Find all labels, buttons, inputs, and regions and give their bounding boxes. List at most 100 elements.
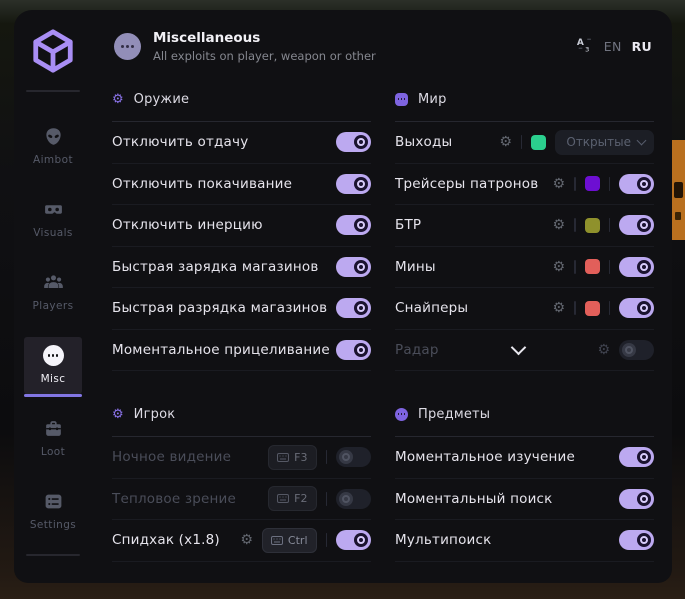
table-row: Моментальное прицеливание [112,330,371,371]
keyboard-icon [270,535,283,545]
row-label: Быстрая разрядка магазинов [112,300,328,317]
sidebar-item-label: Misc [40,373,66,385]
sidebar-item-loot[interactable]: Loot [24,410,82,467]
right-column: Мир Выходы ⚙ Открытые Трейсе [395,77,654,562]
sidebar-item-misc[interactable]: Misc [24,337,82,397]
sidebar-item-settings[interactable]: Settings [24,483,82,540]
color-swatch[interactable] [584,217,600,233]
color-swatch[interactable] [584,259,600,275]
gear-icon[interactable]: ⚙ [552,175,565,192]
section-title: Мир [418,91,447,107]
toggle[interactable] [336,173,371,194]
color-swatch[interactable] [584,300,600,316]
table-row: Снайперы ⚙ [395,288,654,330]
row-label: Мины [395,258,436,275]
table-row: Тепловое зрение F2 [112,479,371,520]
row-label: Моментальное прицеливание [112,341,330,358]
toolbox-icon [43,418,64,439]
toggle[interactable] [619,298,654,319]
expand-chevron-icon[interactable] [510,339,526,356]
row-label: Отключить покачивание [112,175,293,192]
table-row: Отключить инерцию [112,205,371,247]
table-row: Мины ⚙ [395,247,654,288]
sidebar-item-visuals[interactable]: Visuals [24,191,82,248]
row-label: Трейсеры патронов [395,175,539,192]
sidebar-item-aimbot[interactable]: Aimbot [24,118,82,175]
gear-icon[interactable]: ⚙ [240,532,253,549]
row-label: Выходы [395,134,453,151]
svg-text:з: з [585,43,589,53]
lang-en-button[interactable]: EN [603,39,622,54]
row-label: Моментальное изучение [395,449,575,466]
row-label: Радар [395,341,439,358]
message-dots-icon [395,92,408,106]
gear-icon[interactable]: ⚙ [499,134,512,151]
ellipsis-circle-icon [42,345,64,366]
gear-icon[interactable]: ⚙ [552,217,565,234]
row-label: Мультипоиск [395,532,492,549]
gear-icon[interactable]: ⚙ [597,341,610,358]
table-row: Выходы ⚙ Открытые [395,122,654,164]
page-title: Miscellaneous [153,30,261,46]
toggle[interactable] [336,530,371,551]
hotkey-badge[interactable]: F3 [268,444,317,470]
gear-icon: ⚙ [112,406,124,422]
table-row: Быстрая зарядка магазинов [112,247,371,288]
toggle[interactable] [336,298,371,319]
toggle[interactable] [619,339,654,360]
row-label: Отключить отдачу [112,134,249,151]
keyboard-icon [277,494,290,504]
row-label: Отключить инерцию [112,217,263,234]
toggle[interactable] [336,488,371,509]
ellipsis-avatar-icon [114,33,141,60]
divider [325,491,327,506]
toggle[interactable] [336,215,371,236]
vr-goggles-icon [43,199,64,220]
divider [325,533,327,548]
page-subtitle: All exploits on player, weapon or other [153,49,376,63]
row-label: Тепловое зрение [112,490,237,507]
row-label: Спидхак (x1.8) [112,532,220,549]
gear-icon: ⚙ [112,91,124,107]
toggle[interactable] [336,132,371,153]
toggle[interactable] [336,256,371,277]
alien-icon [43,126,64,147]
sidebar-item-label: Settings [29,519,77,531]
section-title: Предметы [418,406,491,422]
exits-dropdown[interactable]: Открытые [555,129,654,155]
sidebar-divider [26,554,80,556]
app-logo-cube-icon [30,28,76,74]
sidebar-item-players[interactable]: Players [24,264,82,321]
translate-icon: A з [576,36,594,58]
toggle[interactable] [619,215,654,236]
toggle[interactable] [619,530,654,551]
toggle[interactable] [619,173,654,194]
color-swatch[interactable] [584,176,600,192]
toggle[interactable] [619,488,654,509]
toggle[interactable] [619,256,654,277]
table-row: БТР ⚙ [395,205,654,247]
section-title: Оружие [133,91,190,107]
table-row: Спидхак (x1.8) ⚙ Ctrl [112,520,371,562]
divider [574,301,576,316]
toggle[interactable] [336,447,371,468]
people-group-icon [43,272,64,293]
color-swatch[interactable] [531,134,547,150]
toggle[interactable] [336,339,371,360]
hotkey-badge[interactable]: Ctrl [261,527,317,553]
divider [574,218,576,233]
ellipsis-circle-icon [395,407,408,421]
section-header-weapon: ⚙ Оружие [112,77,371,122]
gear-icon[interactable]: ⚙ [552,258,565,275]
lang-ru-button[interactable]: RU [631,39,652,54]
keyboard-icon [277,452,290,462]
sidebar-item-label: Loot [40,446,66,458]
hotkey-badge[interactable]: F2 [268,486,317,512]
svg-text:A: A [577,38,584,48]
divider [574,259,576,274]
table-row: Отключить покачивание [112,164,371,205]
table-row: Моментальный поиск [395,479,654,520]
toggle[interactable] [619,447,654,468]
gear-icon[interactable]: ⚙ [552,300,565,317]
row-label: Снайперы [395,300,469,317]
